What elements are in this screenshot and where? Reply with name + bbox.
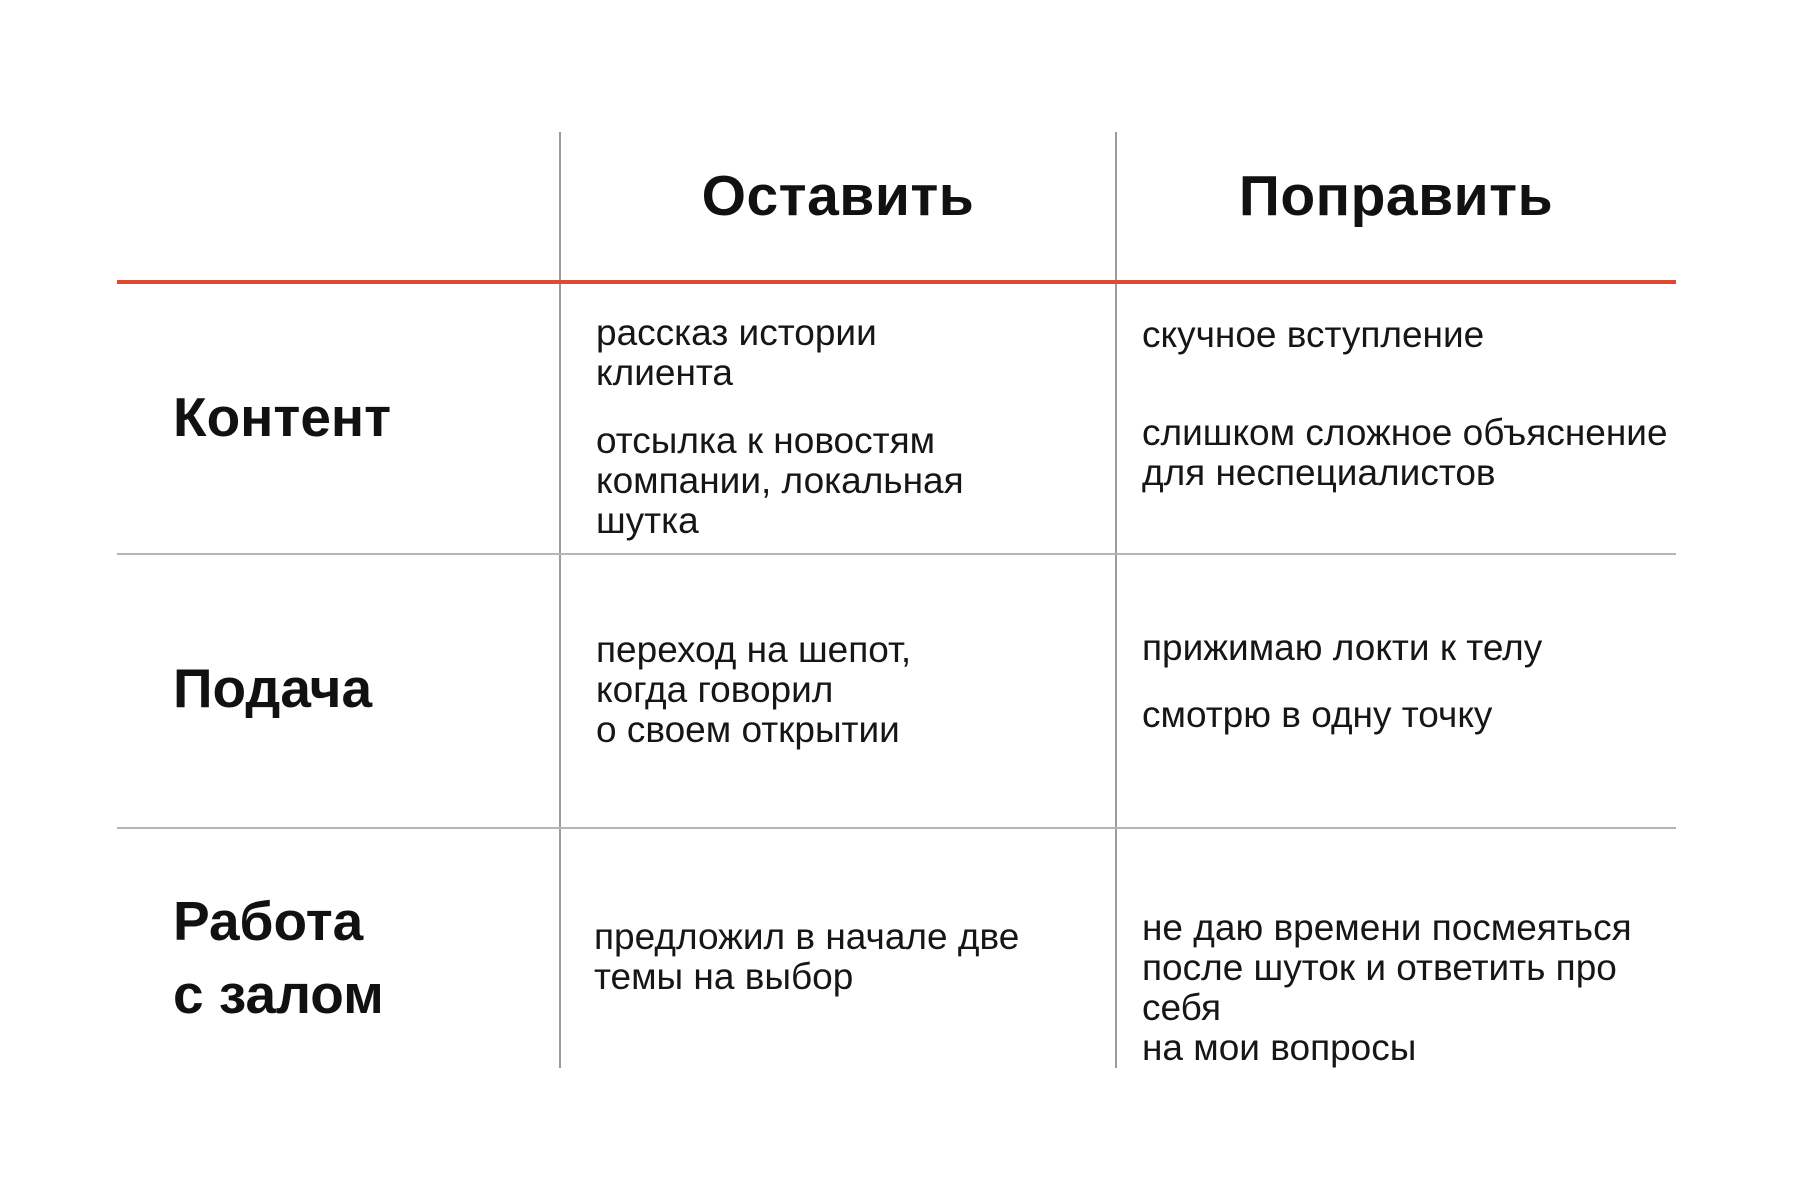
cell-audience-keep: предложил в начале две темы на выбор — [594, 917, 1094, 997]
cell-paragraph: прижимаю локти к телу — [1142, 627, 1543, 668]
cell-content-keep: рассказ истории клиента отсылка к новост… — [596, 313, 1096, 541]
cell-paragraph: смотрю в одну точку — [1142, 694, 1493, 735]
row-label-delivery: Подача — [173, 657, 373, 719]
row-label-audience: Работа с залом — [173, 890, 384, 1025]
row-label-content: Контент — [173, 386, 392, 448]
cell-audience-fix: не даю времени посмеяться после шуток и … — [1142, 908, 1687, 1068]
cell-content-fix: скучное вступление слишком сложное объяс… — [1142, 315, 1687, 493]
cell-delivery-keep: переход на шепот, когда говорил о своем … — [596, 630, 1096, 750]
cell-paragraph: скучное вступление — [1142, 314, 1485, 355]
cell-paragraph: предложил в начале две темы на выбор — [594, 916, 1020, 997]
header-underline-accent — [117, 280, 1676, 284]
cell-delivery-fix: прижимаю локти к телу смотрю в одну точк… — [1142, 628, 1687, 735]
column-header-fix: Поправить — [1238, 164, 1554, 228]
column-divider-line-1 — [559, 132, 561, 1068]
cell-paragraph: отсылка к новостям компании, локальная ш… — [596, 420, 964, 541]
row-divider-line-1 — [117, 553, 1676, 555]
cell-paragraph: рассказ истории клиента — [596, 312, 877, 393]
cell-paragraph: слишком сложное объяснение для неспециал… — [1142, 412, 1668, 493]
cell-paragraph: переход на шепот, когда говорил о своем … — [596, 629, 912, 750]
cell-paragraph: не даю времени посмеяться после шуток и … — [1142, 907, 1632, 1068]
row-divider-line-2 — [117, 827, 1676, 829]
column-header-keep: Оставить — [701, 164, 975, 228]
column-divider-line-2 — [1115, 132, 1117, 1068]
